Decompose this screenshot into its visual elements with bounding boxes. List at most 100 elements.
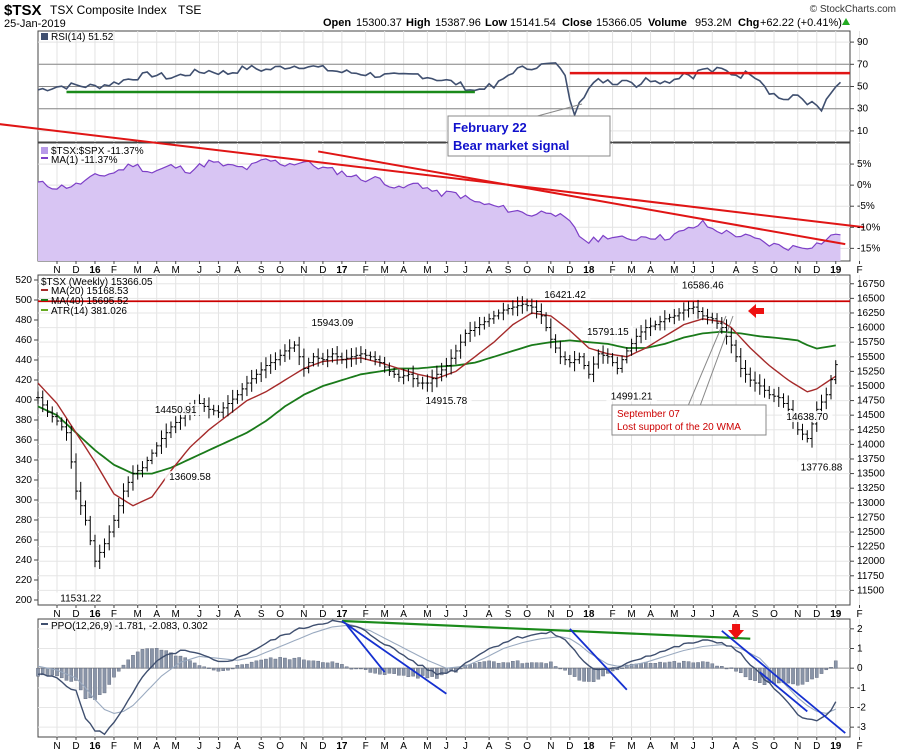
september-annotation: September 07 Lost support of the 20 WMA <box>611 315 767 436</box>
ma1-legend-swatch <box>41 157 48 159</box>
x-tick-label: J <box>463 265 468 276</box>
ppo-histogram-bar <box>397 667 401 676</box>
ppo-histogram-bar <box>116 667 121 672</box>
ppo-histogram-bar <box>278 657 282 669</box>
ppo-histogram-bar <box>791 667 795 685</box>
x-tick-label: M <box>423 609 431 620</box>
ratio-legend-text: $TSX:$SPX -11.37% <box>51 146 144 157</box>
price-tick-label: 14750 <box>857 396 885 407</box>
ppo-histogram-bar <box>316 660 320 669</box>
x-tick-label: D <box>319 741 326 750</box>
price-label: 14638.70 <box>786 412 828 423</box>
x-tick-label: F <box>856 265 862 276</box>
x-tick-label: N <box>300 609 307 620</box>
x-tick-label: J <box>197 265 202 276</box>
ppo-histogram-bar <box>748 667 753 681</box>
price-tick-label: 16000 <box>857 323 885 334</box>
x-tick-label: A <box>647 609 654 620</box>
header-date: 25-Jan-2019 <box>4 18 66 30</box>
ppo-histogram-bar <box>164 650 169 669</box>
x-tick-label: D <box>319 609 326 620</box>
x-tick-label: F <box>111 265 117 276</box>
header-symbol: $TSX <box>4 2 42 19</box>
ppo-histogram-bar <box>78 667 83 691</box>
ppo-histogram-bar <box>800 667 805 685</box>
open-value: 15300.37 <box>356 17 402 29</box>
ppo-histogram-bar <box>648 663 653 669</box>
x-tick-label: S <box>505 609 512 620</box>
ppo-histogram-bar <box>340 664 344 669</box>
x-tick-label: J <box>444 609 449 620</box>
ppo-histogram-bar <box>354 667 358 670</box>
x-tick-label: M <box>172 741 180 750</box>
price-label-bg <box>307 316 358 328</box>
atr-tick-label: 340 <box>15 455 32 466</box>
ppo-histogram-bar <box>539 662 544 669</box>
atr-tick-label: 440 <box>15 355 32 366</box>
x-tick-label: A <box>733 741 740 750</box>
ppo-blue-trendline <box>341 620 447 695</box>
ma20-legend-swatch <box>41 289 48 291</box>
x-tick-label: O <box>276 609 284 620</box>
ppo-histogram-bar <box>686 661 691 669</box>
x-tick-label: N <box>794 741 801 750</box>
ppo-histogram-bar <box>40 667 45 676</box>
rsi-tick-label: 10 <box>857 126 869 137</box>
rsi-tick-label: 90 <box>857 37 869 48</box>
x-tick-label: N <box>547 265 554 276</box>
x-tick-label: 17 <box>336 609 348 620</box>
ppo-histogram-bar <box>359 667 363 670</box>
price-label-bg <box>150 404 201 416</box>
x-tick-label: J <box>197 741 202 750</box>
x-tick-label: F <box>111 609 117 620</box>
ppo-blue-trendline <box>721 630 846 734</box>
price-tick-label: 16500 <box>857 293 885 304</box>
ppo-histogram-bar <box>264 658 268 669</box>
x-tick-label: 16 <box>89 741 101 750</box>
ppo-histogram-bar <box>378 667 382 675</box>
price-label-bg <box>606 390 657 402</box>
ppo-histogram-bar <box>596 667 601 680</box>
ppo-histogram-bar <box>568 667 572 675</box>
rsi-line <box>37 62 842 118</box>
ma40-legend-text: MA(40) 15695.52 <box>51 296 129 307</box>
ratio-tick-label: -5% <box>857 201 875 212</box>
ppo-tick-label: 1 <box>857 644 863 655</box>
x-tick-label: J <box>463 609 468 620</box>
ppo-histogram-bar <box>330 661 335 669</box>
x-tick-label: S <box>505 265 512 276</box>
atr-tick-label: 200 <box>15 595 32 606</box>
x-tick-label: A <box>234 741 241 750</box>
atr-tick-label: 420 <box>15 375 32 386</box>
low-value: 15141.54 <box>510 17 556 29</box>
change-up-icon <box>842 18 850 25</box>
x-tick-label: A <box>647 265 654 276</box>
ppo-histogram-bar <box>197 665 202 669</box>
header-exchange: TSE <box>178 3 201 17</box>
ppo-histogram-bar <box>705 661 710 669</box>
ppo-histogram-bar <box>819 667 824 674</box>
x-tick-label: O <box>276 741 284 750</box>
ppo-histogram-bar <box>506 662 510 669</box>
volume-label: Volume <box>648 17 687 29</box>
x-tick-label: M <box>627 265 635 276</box>
ppo-histogram-bar <box>582 667 586 682</box>
x-tick-label: A <box>400 609 407 620</box>
x-tick-label: A <box>234 609 241 620</box>
x-tick-label: A <box>400 741 407 750</box>
ppo-histogram-bar <box>202 666 206 669</box>
high-value: 15387.96 <box>435 17 481 29</box>
price-tick-label: 15000 <box>857 381 885 392</box>
ppo-histogram-bar <box>368 667 373 673</box>
x-tick-label: F <box>856 609 862 620</box>
x-tick-label: F <box>610 741 616 750</box>
ppo-histogram-bar <box>587 667 591 682</box>
x-tick-label: M <box>423 741 431 750</box>
ppo-histogram-bar <box>207 667 211 669</box>
ppo-histogram-bar <box>776 667 781 684</box>
ppo-histogram-bar <box>677 662 681 669</box>
ppo-histogram-bar <box>306 660 311 669</box>
x-tick-label: A <box>234 265 241 276</box>
price-tick-label: 13000 <box>857 498 885 509</box>
ppo-histogram-bar <box>629 663 634 669</box>
